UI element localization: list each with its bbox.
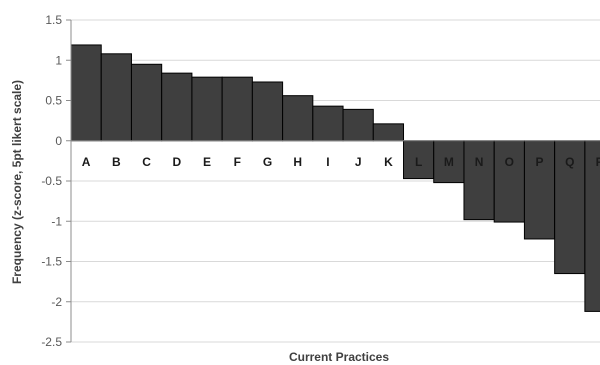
bar: [403, 140, 435, 180]
bar: [282, 95, 314, 142]
category-label: R: [596, 155, 600, 169]
bar: [191, 76, 223, 142]
category-label: F: [234, 155, 241, 169]
y-tick-label: -2: [51, 295, 62, 309]
category-label: N: [475, 155, 484, 169]
category-label: D: [172, 155, 181, 169]
bar: [342, 108, 374, 142]
bar: [161, 72, 193, 142]
bar: [463, 140, 495, 221]
bar: [312, 105, 344, 142]
bar: [100, 53, 132, 142]
bar: [130, 63, 163, 142]
category-label: K: [384, 155, 393, 169]
y-tick-label: -1: [51, 214, 62, 228]
category-label: L: [415, 155, 422, 169]
category-label: J: [355, 155, 362, 169]
category-label: E: [203, 155, 211, 169]
x-axis-title: Current Practices: [289, 350, 389, 364]
bar: [221, 76, 253, 142]
bar: [251, 81, 284, 142]
category-label: I: [326, 155, 329, 169]
bar: [433, 140, 465, 184]
axes: [66, 19, 600, 343]
bars: [70, 44, 600, 312]
category-label: H: [293, 155, 302, 169]
bar: [493, 140, 525, 223]
bar: [372, 123, 405, 142]
y-tick-label: 0: [55, 134, 62, 148]
y-tick-labels: 1.5 1 0.5 0 -0.5 -1 -1.5 -2 -2.5: [41, 13, 62, 349]
y-tick-label: 1: [55, 53, 62, 67]
category-label: O: [505, 155, 514, 169]
y-tick-label: -1.5: [41, 255, 62, 269]
y-tick-label: 1.5: [45, 13, 62, 27]
category-label: G: [263, 155, 272, 169]
y-tick-label: 0.5: [45, 94, 62, 108]
y-axis-title: Frequency (z-score, 5pt likert scale): [10, 80, 24, 284]
bar: [70, 44, 102, 142]
y-tick-label: -2.5: [41, 335, 62, 349]
bar: [584, 140, 600, 312]
category-label: M: [444, 155, 454, 169]
category-label: P: [536, 155, 544, 169]
category-label: A: [82, 155, 91, 169]
y-tick-label: -0.5: [41, 174, 62, 188]
category-label: B: [112, 155, 121, 169]
category-label: C: [142, 155, 151, 169]
category-labels: A B C D E F G H I J K L M N O P Q R: [82, 155, 600, 169]
category-label: Q: [565, 155, 574, 169]
